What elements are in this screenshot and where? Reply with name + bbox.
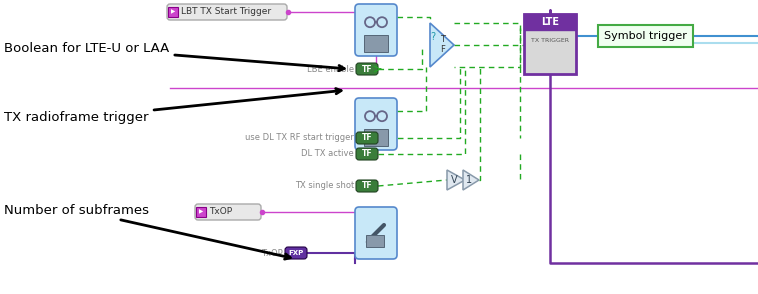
Text: ▶: ▶ (171, 9, 175, 14)
Text: TF: TF (362, 133, 372, 143)
FancyBboxPatch shape (356, 132, 378, 144)
Text: TX single shot: TX single shot (295, 181, 354, 191)
FancyBboxPatch shape (355, 98, 397, 150)
Text: Number of subframes: Number of subframes (4, 203, 290, 259)
Polygon shape (430, 23, 454, 67)
Text: FXP: FXP (288, 250, 304, 256)
Text: LBE enable: LBE enable (307, 64, 354, 74)
Bar (168, 7, 178, 17)
Text: LBT TX Start Trigger: LBT TX Start Trigger (181, 8, 271, 16)
Text: TX radioframe trigger: TX radioframe trigger (4, 88, 341, 124)
Text: LTE: LTE (541, 17, 559, 27)
FancyBboxPatch shape (195, 204, 261, 220)
Text: T: T (440, 36, 446, 44)
Text: TF: TF (362, 64, 372, 74)
Text: use DL TX RF start trigger: use DL TX RF start trigger (245, 133, 354, 143)
Bar (365, 35, 387, 52)
Bar (524, 14, 576, 74)
Text: TF: TF (362, 150, 372, 158)
Text: Boolean for LTE-U or LAA: Boolean for LTE-U or LAA (4, 41, 344, 71)
Text: TX TRIGGER: TX TRIGGER (531, 38, 569, 43)
Bar (598, 25, 693, 47)
FancyBboxPatch shape (285, 247, 307, 259)
FancyBboxPatch shape (355, 207, 397, 259)
Bar (365, 129, 387, 146)
Bar (524, 14, 576, 30)
FancyBboxPatch shape (356, 148, 378, 160)
Text: TF: TF (362, 181, 372, 191)
FancyBboxPatch shape (356, 63, 378, 75)
Text: TxOP: TxOP (262, 248, 283, 258)
Text: 1: 1 (466, 175, 472, 185)
Text: Symbol trigger: Symbol trigger (604, 31, 687, 41)
Text: DL TX active: DL TX active (301, 150, 354, 158)
Polygon shape (463, 170, 479, 190)
FancyBboxPatch shape (167, 4, 287, 20)
FancyBboxPatch shape (355, 4, 397, 56)
Text: F: F (440, 46, 446, 54)
Text: ?: ? (431, 32, 436, 42)
Bar (366, 235, 384, 247)
Bar (196, 207, 206, 217)
FancyBboxPatch shape (356, 180, 378, 192)
Text: ▶: ▶ (199, 210, 203, 215)
Text: TxOP: TxOP (209, 208, 232, 216)
Text: V: V (451, 175, 457, 185)
Polygon shape (447, 170, 465, 190)
